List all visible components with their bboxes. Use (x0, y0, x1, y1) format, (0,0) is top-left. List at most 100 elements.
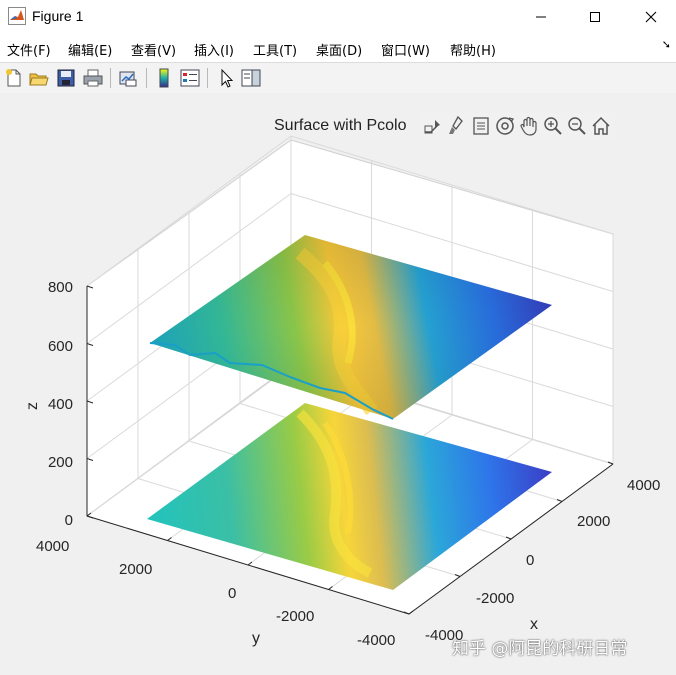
open-file-button[interactable] (28, 67, 50, 89)
export-button[interactable] (422, 115, 444, 137)
axes-toolbar (420, 113, 615, 139)
rotate-icon (496, 117, 515, 135)
save-figure-button[interactable] (55, 67, 77, 89)
edit-plot-button[interactable] (215, 67, 237, 89)
x-tick-mark (607, 461, 614, 465)
print-figure-button[interactable] (82, 67, 104, 89)
minimize-button[interactable] (518, 0, 564, 34)
tick-marks (86, 285, 614, 615)
menu-insert[interactable]: 插入(I) (194, 44, 234, 59)
y-tick-labels: 4000 2000 0 -2000 -4000 (36, 538, 395, 649)
menu-edit[interactable]: 编辑(E) (68, 44, 113, 59)
zoom-out-icon (568, 117, 586, 135)
y-tick-label: -4000 (357, 632, 395, 649)
data-tip-icon (473, 117, 489, 135)
insert-colorbar-button[interactable] (153, 67, 175, 89)
surface-plot[interactable]: 0 200 400 600 800 4000 2000 0 -2000 -400… (0, 93, 676, 675)
x-tick-labels: -4000 -2000 0 2000 4000 (425, 477, 660, 644)
pcolor-surface (147, 403, 552, 590)
figure-canvas[interactable]: 0 200 400 600 800 4000 2000 0 -2000 -400… (0, 93, 676, 675)
x-tick-mark (556, 499, 563, 502)
y-tick-mark (247, 561, 253, 566)
z-tick-label: 800 (48, 279, 73, 296)
property-inspector-button[interactable] (240, 67, 262, 89)
x-tick-label: -2000 (476, 590, 514, 607)
insert-legend-button[interactable] (179, 67, 201, 89)
printer-icon (83, 69, 103, 87)
data-tips-button[interactable] (470, 115, 492, 137)
x-tick-mark (403, 611, 410, 615)
z-tick-label: 0 (65, 512, 73, 529)
restore-view-button[interactable] (590, 115, 612, 137)
x-tick-mark (454, 574, 461, 577)
menu-file[interactable]: 文件(F) (7, 44, 51, 59)
matlab-icon (8, 7, 26, 25)
z-tick-label: 400 (48, 396, 73, 413)
menu-view[interactable]: 查看(V) (131, 44, 177, 59)
y-tick-label: -2000 (276, 608, 314, 625)
menu-desktop[interactable]: 桌面(D) (316, 44, 363, 59)
link-plot-icon (119, 71, 137, 87)
export-icon (424, 120, 440, 134)
zoom-out-button[interactable] (566, 115, 588, 137)
new-figure-button[interactable] (3, 67, 25, 89)
rotate-3d-button[interactable] (494, 115, 516, 137)
toolstrip-arrow-icon[interactable]: ➘ (661, 38, 671, 51)
x-tick-label: -4000 (425, 627, 463, 644)
window-title: Figure 1 (32, 8, 84, 24)
toolbar-separator (110, 68, 111, 88)
y-tick-label: 0 (228, 585, 236, 602)
maximize-icon (590, 12, 600, 22)
x-tick-label: 4000 (627, 477, 660, 494)
y-tick-mark (167, 537, 172, 541)
x-tick-label: 0 (526, 552, 534, 569)
figure-toolbar (0, 62, 676, 94)
link-plot-button[interactable] (117, 67, 139, 89)
toolbar-separator (207, 68, 208, 88)
close-button[interactable] (628, 0, 674, 34)
z-tick-label: 600 (48, 338, 73, 355)
window-titlebar: Figure 1 (0, 0, 676, 34)
y-axis-label: y (252, 630, 260, 647)
y-tick-mark (408, 610, 414, 615)
brush-button[interactable] (446, 115, 468, 137)
maximize-button[interactable] (572, 0, 618, 34)
folder-open-icon (29, 73, 49, 86)
z-tick-mark (86, 515, 94, 519)
brush-icon (449, 115, 463, 134)
close-icon (645, 11, 657, 23)
pan-button[interactable] (518, 115, 540, 137)
zoom-in-button[interactable] (542, 115, 564, 137)
3d-surface (149, 235, 552, 420)
pcolor-ridge-core (322, 421, 354, 534)
menu-bar: 文件(F) 编辑(E) 查看(V) 插入(I) 工具(T) 桌面(D) 窗口(W… (0, 34, 676, 62)
plot-title: Surface with Pcolo (274, 117, 407, 134)
watermark: 知乎 @阿昆的科研日常 (452, 639, 628, 659)
menu-window[interactable]: 窗口(W) (381, 44, 430, 59)
toolbar-separator (146, 68, 147, 88)
z-tick-labels: 0 200 400 600 800 (48, 279, 73, 529)
z-tick-label: 200 (48, 454, 73, 471)
legend-icon (180, 69, 200, 87)
save-icon (57, 69, 75, 87)
y-grid-line (86, 365, 292, 517)
z-tick-mark (86, 458, 94, 461)
menu-help[interactable]: 帮助(H) (450, 44, 496, 59)
z-tick-mark (86, 343, 94, 346)
z-tick-mark (86, 400, 94, 404)
z-tick-mark (86, 285, 94, 289)
zoom-in-icon (544, 117, 562, 135)
minimize-icon (536, 16, 546, 18)
surface-shading (150, 235, 552, 419)
y-tick-mark (328, 586, 333, 590)
menu-tools[interactable]: 工具(T) (253, 44, 298, 59)
arrow-pointer-icon (221, 68, 234, 88)
new-file-icon (6, 69, 21, 87)
y-tick-label: 4000 (36, 538, 69, 555)
x-tick-label: 2000 (577, 513, 610, 530)
pcolor-ridge (296, 409, 373, 578)
x-axis-label: x (530, 616, 538, 633)
x-tick-mark (505, 536, 512, 540)
hand-icon (520, 116, 537, 136)
surface-edge (149, 342, 394, 420)
